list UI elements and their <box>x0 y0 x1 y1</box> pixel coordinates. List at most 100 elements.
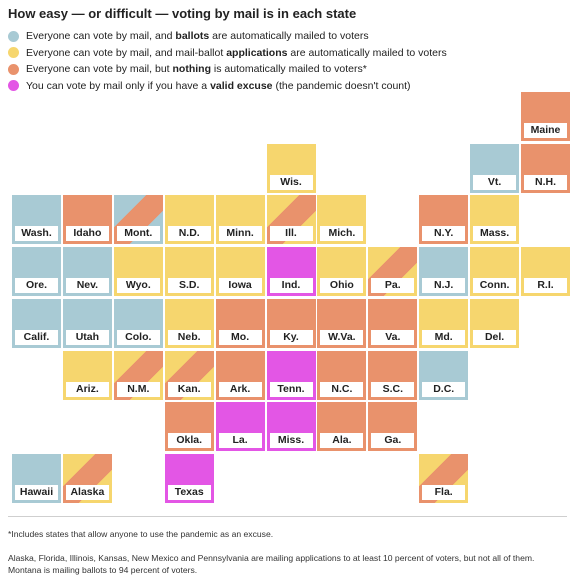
state-label: Hawaii <box>15 484 58 500</box>
state-tile-nev: Nev. <box>62 247 112 297</box>
state-tile-mass: Mass. <box>470 195 520 245</box>
state-tile-fla: Fla. <box>419 453 469 503</box>
state-tile-kan: Kan. <box>164 350 214 400</box>
state-tile-maine: Maine <box>521 92 570 141</box>
state-tile-wva: W.Va. <box>317 298 367 348</box>
state-tile-ny: N.Y. <box>419 195 469 245</box>
state-tile-ore: Ore. <box>12 247 61 297</box>
state-label: Vt. <box>473 174 517 190</box>
state-tile-mont: Mont. <box>113 195 163 245</box>
state-label: Pa. <box>371 278 415 294</box>
state-label: Miss. <box>269 433 313 449</box>
legend-text: Everyone can vote by mail, but nothing i… <box>26 63 367 75</box>
state-label: Ala. <box>320 433 364 449</box>
state-label: Idaho <box>65 226 109 242</box>
state-label: Ky. <box>269 329 313 345</box>
state-tile-del: Del. <box>470 298 520 348</box>
state-tile-ala: Ala. <box>317 402 367 452</box>
state-tile-calif: Calif. <box>12 298 61 348</box>
state-label: Mo. <box>218 329 262 345</box>
state-label: Ark. <box>218 381 262 397</box>
state-label: Mich. <box>320 226 364 242</box>
state-tile-miss: Miss. <box>266 402 316 452</box>
legend-item-excuse: You can vote by mail only if you have a … <box>8 78 447 94</box>
state-tile-ill: Ill. <box>266 195 316 245</box>
state-tile-nd: N.D. <box>164 195 214 245</box>
legend-item-nothing: Everyone can vote by mail, but nothing i… <box>8 61 447 77</box>
state-label: Ga. <box>371 433 415 449</box>
state-tile-utah: Utah <box>62 298 112 348</box>
state-tile-iowa: Iowa <box>215 247 265 297</box>
state-label: Wash. <box>15 226 58 242</box>
state-label: Utah <box>65 329 109 345</box>
state-tile-wash: Wash. <box>12 195 61 245</box>
state-label: D.C. <box>422 381 466 397</box>
state-label: Nev. <box>65 278 109 294</box>
legend-item-applications: Everyone can vote by mail, and mail-ball… <box>8 45 447 61</box>
state-tile-ri: R.I. <box>521 247 570 297</box>
state-tile-nc: N.C. <box>317 350 367 400</box>
legend-text: You can vote by mail only if you have a … <box>26 79 411 92</box>
state-label: Neb. <box>167 329 211 345</box>
state-tile-colo: Colo. <box>113 298 163 348</box>
state-tile-ohio: Ohio <box>317 247 367 297</box>
state-tile-tenn: Tenn. <box>266 350 316 400</box>
state-tile-nj: N.J. <box>419 247 469 297</box>
state-label: Mass. <box>473 226 517 242</box>
state-label: S.D. <box>167 278 211 294</box>
state-label: Wis. <box>269 174 313 190</box>
legend-swatch-excuse <box>8 80 19 91</box>
state-tile-texas: Texas <box>164 453 214 503</box>
footnote-partial-mailing: Alaska, Florida, Illinois, Kansas, New M… <box>8 553 535 575</box>
state-label: Conn. <box>473 278 517 294</box>
state-label: Iowa <box>218 278 262 294</box>
state-tile-mo: Mo. <box>215 298 265 348</box>
state-label: Kan. <box>167 381 211 397</box>
state-tile-ark: Ark. <box>215 350 265 400</box>
state-tile-mich: Mich. <box>317 195 367 245</box>
legend: Everyone can vote by mail, and ballots a… <box>8 28 447 94</box>
state-tile-pa: Pa. <box>368 247 418 297</box>
legend-swatch-nothing <box>8 63 19 75</box>
state-tile-nh: N.H. <box>521 143 570 193</box>
state-tile-nm: N.M. <box>113 350 163 400</box>
state-tile-hawaii: Hawaii <box>12 453 61 503</box>
state-label: N.H. <box>524 174 567 190</box>
legend-swatch-ballots <box>8 30 19 42</box>
state-tile-vt: Vt. <box>470 143 520 193</box>
state-label: S.C. <box>371 381 415 397</box>
state-label: R.I. <box>524 278 567 294</box>
state-label: N.C. <box>320 381 364 397</box>
footnote-pandemic: *Includes states that allow anyone to us… <box>8 529 274 539</box>
state-tile-dc: D.C. <box>419 350 469 400</box>
state-tile-va: Va. <box>368 298 418 348</box>
state-tile-neb: Neb. <box>164 298 214 348</box>
state-label: Alaska <box>65 484 109 500</box>
state-label: N.M. <box>116 381 160 397</box>
state-tile-alaska: Alaska <box>62 453 112 503</box>
state-label: Ind. <box>269 278 313 294</box>
state-tile-ariz: Ariz. <box>62 350 112 400</box>
state-tile-ky: Ky. <box>266 298 316 348</box>
state-label: Colo. <box>116 329 160 345</box>
state-label: Ariz. <box>65 381 109 397</box>
state-label: Va. <box>371 329 415 345</box>
state-label: Okla. <box>167 433 211 449</box>
state-label: Maine <box>524 123 567 138</box>
state-tile-conn: Conn. <box>470 247 520 297</box>
state-label: Calif. <box>15 329 58 345</box>
state-label: Texas <box>167 484 211 500</box>
state-label: N.J. <box>422 278 466 294</box>
state-label: Ill. <box>269 226 313 242</box>
state-tile-idaho: Idaho <box>62 195 112 245</box>
state-tile-ind: Ind. <box>266 247 316 297</box>
state-label: Tenn. <box>269 381 313 397</box>
legend-swatch-applications <box>8 47 19 58</box>
state-tile-sc: S.C. <box>368 350 418 400</box>
legend-text: Everyone can vote by mail, and mail-ball… <box>26 46 447 59</box>
state-label: Ore. <box>15 278 58 294</box>
state-label: N.D. <box>167 226 211 242</box>
state-tile-md: Md. <box>419 298 469 348</box>
legend-item-ballots: Everyone can vote by mail, and ballots a… <box>8 28 447 44</box>
state-label: Md. <box>422 329 466 345</box>
